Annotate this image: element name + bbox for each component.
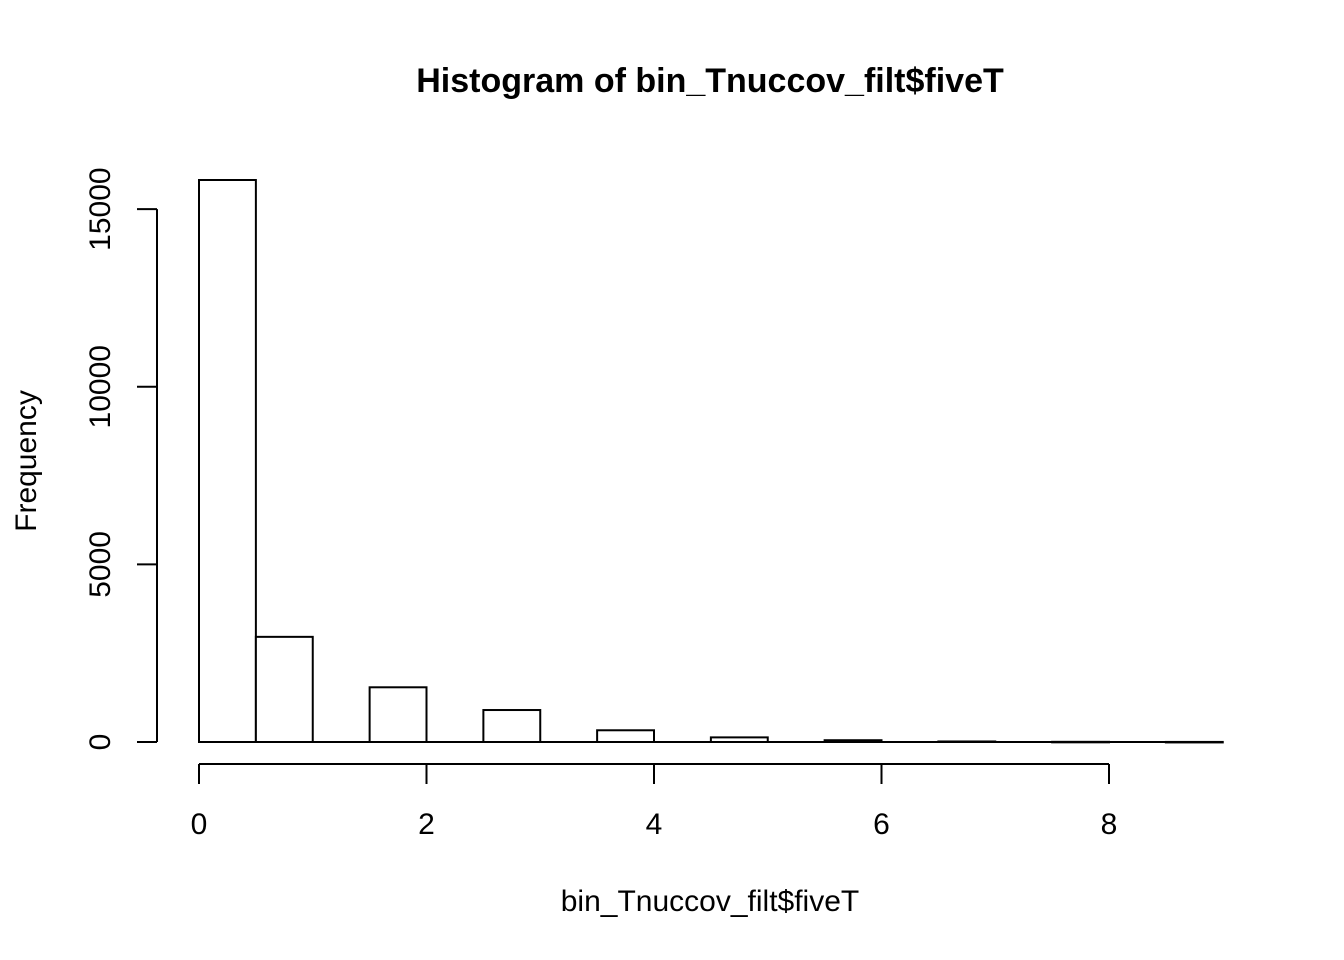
y-tick-label: 0 [84, 734, 117, 751]
histogram-bar [368, 686, 428, 744]
x-tick-label: 6 [873, 808, 890, 841]
y-tick-label: 5000 [84, 531, 117, 598]
chart-title: Histogram of bin_Tnuccov_filt$fiveT [416, 62, 1004, 100]
histogram-bar [198, 179, 257, 743]
x-tick-label: 0 [191, 808, 208, 841]
histogram-bars [198, 179, 1224, 744]
x-axis-label: bin_Tnuccov_filt$fiveT [561, 885, 859, 918]
y-tick-label: 15000 [84, 167, 117, 250]
x-tick-label: 8 [1101, 808, 1118, 841]
y-tick-label: 10000 [84, 345, 117, 428]
y-axis: 0 5000 10000 15000 [84, 167, 158, 751]
histogram-bar [596, 729, 655, 743]
y-axis-label: Frequency [10, 390, 43, 532]
x-tick-label: 2 [418, 808, 435, 841]
x-tick-label: 4 [646, 808, 663, 841]
x-axis: 0 2 4 6 8 [191, 763, 1118, 841]
histogram-bar [254, 635, 314, 744]
histogram-bar [482, 709, 542, 744]
